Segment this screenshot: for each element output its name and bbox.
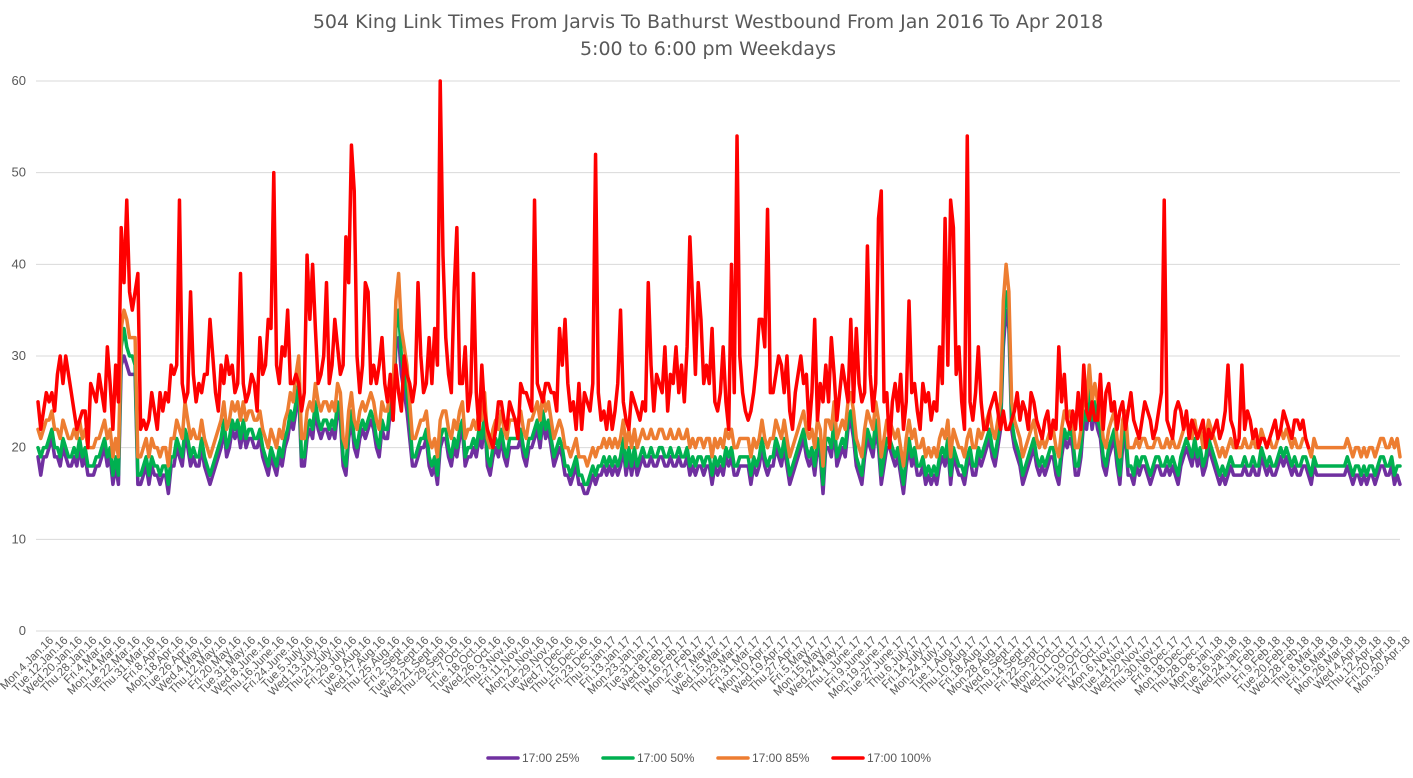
series-line bbox=[36, 79, 1311, 450]
y-tick-label: 40 bbox=[12, 256, 26, 271]
y-axis-ticks: 0 10 20 30 40 50 60 bbox=[12, 73, 26, 638]
legend-label: 17:00 25% bbox=[522, 751, 580, 765]
y-tick-label: 60 bbox=[12, 73, 26, 88]
legend-label: 17:00 100% bbox=[867, 751, 931, 765]
y-tick-label: 20 bbox=[12, 440, 26, 455]
y-tick-label: 0 bbox=[19, 623, 26, 638]
legend-label: 17:00 50% bbox=[637, 751, 695, 765]
legend: 17:00 25% 17:00 50% 17:00 85% 17:00 100% bbox=[486, 751, 931, 765]
x-axis-ticks: Mon.4.Jan.16Tue.12.Jan.16Wed.20.Jan.16Th… bbox=[0, 635, 1413, 702]
series-lines bbox=[36, 79, 1402, 496]
series-line bbox=[36, 290, 1402, 487]
legend-label: 17:00 85% bbox=[752, 751, 810, 765]
y-tick-label: 30 bbox=[12, 348, 26, 363]
y-tick-label: 10 bbox=[12, 531, 26, 546]
y-tick-label: 50 bbox=[12, 165, 26, 180]
chart-title: 504 King Link Times From Jarvis To Bathu… bbox=[313, 11, 1103, 33]
gridlines bbox=[36, 80, 1400, 632]
chart-subtitle: 5:00 to 6:00 pm Weekdays bbox=[580, 38, 836, 60]
series-line bbox=[36, 308, 1402, 496]
